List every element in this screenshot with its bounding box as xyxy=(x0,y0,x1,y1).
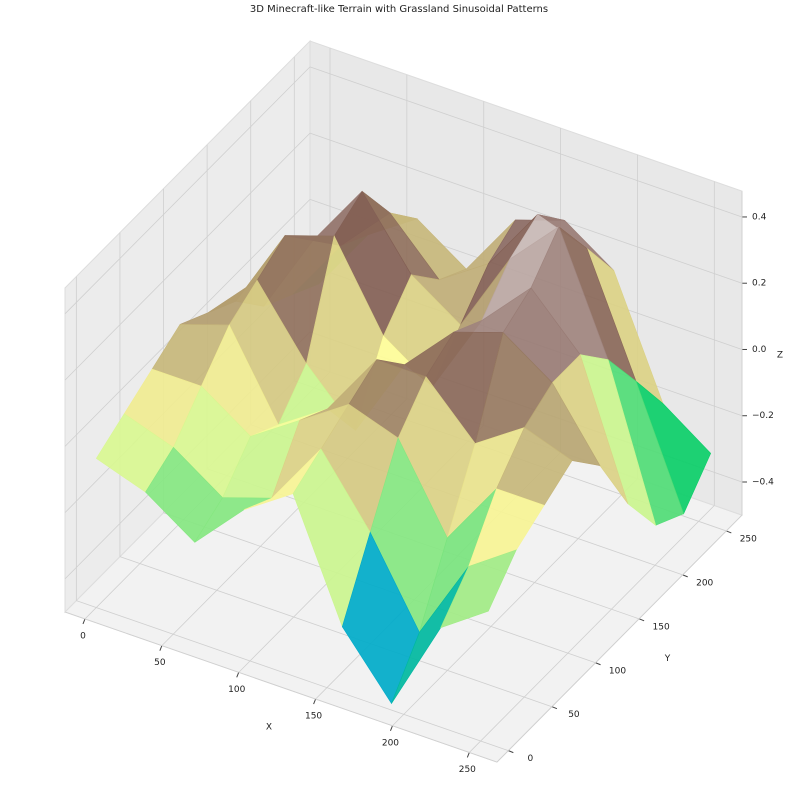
x-tick-label: 150 xyxy=(305,712,322,722)
z-tick-label: 0.4 xyxy=(752,212,767,222)
x-axis xyxy=(64,611,498,763)
y-axis xyxy=(496,514,743,763)
tick-mark xyxy=(313,698,317,705)
x-tick-label: 250 xyxy=(459,765,476,775)
x-tick-label: 50 xyxy=(154,658,166,668)
x-tick-label: 200 xyxy=(382,738,399,748)
tick-mark xyxy=(638,618,645,622)
y-tick-label: 100 xyxy=(609,666,626,676)
grid-line xyxy=(76,600,509,752)
tick-mark xyxy=(82,618,86,625)
z-tick-label: 0.0 xyxy=(752,345,767,355)
y-tick-label: 150 xyxy=(653,622,670,632)
tick-mark xyxy=(236,672,240,678)
grid-line xyxy=(309,132,743,284)
z-axis-label: Z xyxy=(777,351,783,361)
y-tick-label: 0 xyxy=(527,754,533,764)
surface-cell xyxy=(440,549,517,629)
grid-line xyxy=(469,505,715,753)
tick-mark xyxy=(726,530,732,534)
tick-mark xyxy=(508,750,514,754)
grid-line xyxy=(64,66,311,315)
x-tick-label: 0 xyxy=(80,631,86,641)
z-tick-label: −0.2 xyxy=(752,411,774,421)
tick-mark xyxy=(551,706,558,710)
tick-mark xyxy=(682,574,688,578)
x-axis-label: X xyxy=(266,723,272,733)
z-tick-label: −0.4 xyxy=(752,477,774,487)
grid-line xyxy=(64,132,311,381)
tick-mark xyxy=(466,752,470,758)
x-tick-label: 100 xyxy=(228,685,245,695)
chart-title: 3D Minecraft-like Terrain with Grassland… xyxy=(250,4,548,15)
tick-mark xyxy=(595,662,601,666)
y-tick-label: 50 xyxy=(568,710,580,720)
y-axis-label: Y xyxy=(664,654,671,664)
y-tick-label: 200 xyxy=(696,578,713,588)
grid-line xyxy=(309,66,743,218)
tick-mark xyxy=(159,645,163,651)
tick-mark xyxy=(389,725,393,731)
grid-line xyxy=(119,556,553,708)
z-tick-label: 0.2 xyxy=(752,279,766,289)
y-tick-label: 250 xyxy=(740,534,757,544)
grid-line xyxy=(392,478,638,727)
